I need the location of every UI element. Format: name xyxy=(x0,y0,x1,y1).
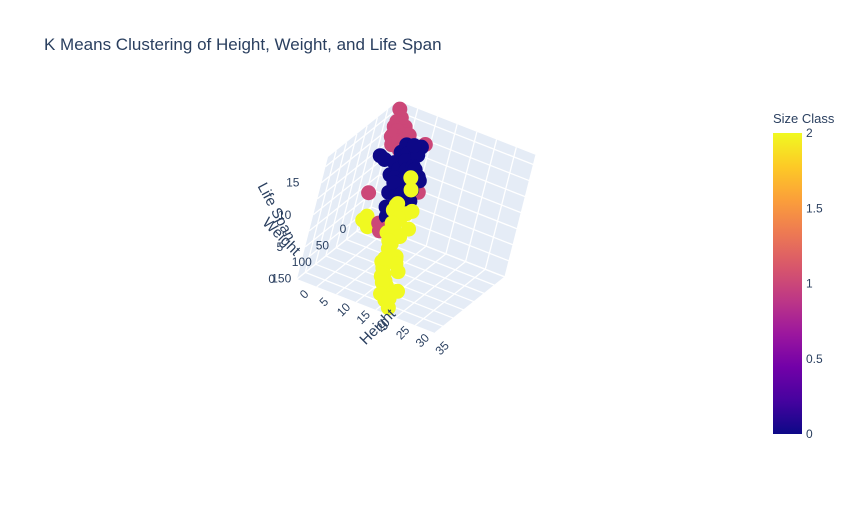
data-point-class-2 xyxy=(390,264,406,280)
gridline-z-left xyxy=(308,174,380,232)
gridline-z-back xyxy=(395,110,534,166)
gridline-x-back xyxy=(445,131,478,255)
data-point-class-2 xyxy=(381,290,397,306)
gridline-y-left xyxy=(335,125,368,248)
data-point-class-2 xyxy=(377,250,393,266)
gridline-y-floor xyxy=(356,230,495,286)
gridline-y-left xyxy=(325,133,358,257)
x-tick-label: 25 xyxy=(393,323,413,343)
colorbar-gradient xyxy=(773,133,802,434)
x-tick-label: 30 xyxy=(413,331,433,351)
z-tick-label: 5 xyxy=(276,240,283,254)
gridline-x-floor xyxy=(414,268,486,326)
y-tick-label: 50 xyxy=(316,238,330,252)
data-point-class-2 xyxy=(384,215,400,231)
gridline-x-back xyxy=(464,139,498,262)
gridline-z-left xyxy=(304,190,376,248)
chart-title: K Means Clustering of Height, Weight, an… xyxy=(44,35,442,54)
colorbar: Size Class 0 0.5 1 1.5 2 xyxy=(773,111,835,441)
colorbar-tick-label: 0.5 xyxy=(806,352,823,366)
gridline-x-back xyxy=(425,123,458,247)
colorbar-title: Size Class xyxy=(773,111,835,126)
x-tick-label: 5 xyxy=(317,294,332,309)
z-tick-label: 15 xyxy=(286,176,300,190)
x-tick-label: 10 xyxy=(334,300,354,320)
colorbar-tick-label: 1 xyxy=(806,277,813,291)
colorbar-tick-label: 1.5 xyxy=(806,201,823,215)
data-point-class-2 xyxy=(403,170,419,186)
data-point-class-0 xyxy=(406,138,422,154)
colorbar-ticks: 0 0.5 1 1.5 2 xyxy=(806,126,823,441)
x-tick-label: 35 xyxy=(432,338,452,358)
y-tick-label: 100 xyxy=(292,255,312,269)
data-point-class-2 xyxy=(359,208,375,224)
gridline-z-left xyxy=(296,222,368,280)
gridline-y-left xyxy=(304,150,337,273)
gridline-z-left xyxy=(325,110,396,168)
y-tick-label: 150 xyxy=(271,271,291,285)
gridline-x-back xyxy=(504,154,537,278)
x-tick-label: 0 xyxy=(297,287,312,302)
gridline-x-floor xyxy=(434,276,506,334)
data-point-class-2 xyxy=(403,182,419,198)
data-point-class-1 xyxy=(361,185,377,201)
z-tick-label: 10 xyxy=(278,208,292,222)
y-tick-label: 0 xyxy=(340,222,347,236)
gridline-x-floor xyxy=(316,230,388,288)
gridline-y-floor xyxy=(304,271,444,328)
left-wall xyxy=(297,101,398,279)
scatter-points xyxy=(355,101,433,316)
data-point-class-2 xyxy=(390,196,406,212)
gridline-x-floor xyxy=(395,261,466,319)
gridline-y-floor xyxy=(346,238,485,295)
data-point-class-2 xyxy=(359,219,375,235)
gridline-y-left xyxy=(345,117,379,240)
gridline-z-left xyxy=(312,158,384,216)
gridline-x-back xyxy=(484,147,517,270)
z-tick-label: 0 xyxy=(268,272,275,286)
gridline-y-floor xyxy=(325,255,465,311)
data-point-class-2 xyxy=(381,233,397,249)
data-point-class-0 xyxy=(386,175,402,191)
gridline-y-left xyxy=(314,142,348,265)
data-point-class-2 xyxy=(404,203,420,219)
colorbar-tick-label: 0 xyxy=(806,427,813,441)
gridline-z-left xyxy=(321,126,392,184)
data-point-class-2 xyxy=(374,274,390,290)
colorbar-tick-label: 2 xyxy=(806,126,813,140)
gridline-y-floor xyxy=(335,247,475,303)
